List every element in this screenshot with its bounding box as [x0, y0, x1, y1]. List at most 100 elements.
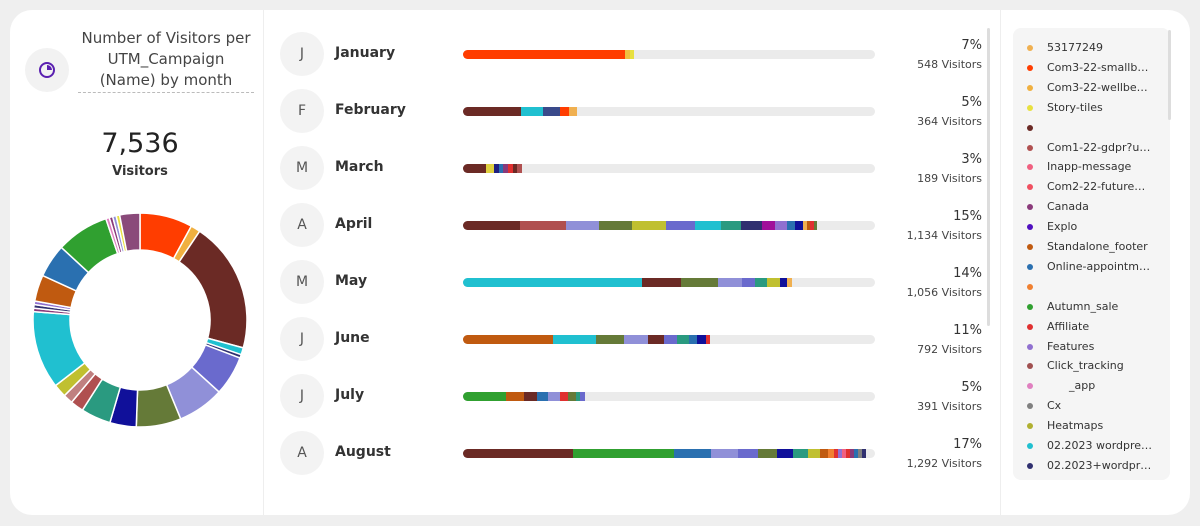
- month-percent: 14%: [953, 266, 982, 281]
- legend-item: Affiliate: [1027, 319, 1090, 333]
- legend-label: Com1-22-gdpr?u…: [1047, 140, 1151, 154]
- bar-segment: [463, 392, 507, 401]
- bar-segment: [774, 221, 788, 230]
- legend-label: Com3-22-wellbe…: [1047, 80, 1148, 94]
- bar-segment: [463, 278, 642, 287]
- bar-segment: [595, 335, 624, 344]
- bar-segment: [841, 449, 846, 458]
- legend-label: Heatmaps: [1047, 419, 1104, 433]
- bar-segment: [673, 449, 711, 458]
- bar-segment: [738, 449, 759, 458]
- month-name: April: [335, 216, 373, 232]
- bar-segment: [766, 278, 780, 287]
- legend-label: Canada: [1047, 200, 1089, 214]
- bar-segment: [814, 221, 817, 230]
- legend-item: Autumn_sale: [1027, 300, 1118, 313]
- legend-dot: [1027, 263, 1033, 270]
- month-name: March: [335, 159, 384, 175]
- legend-dot: [1027, 64, 1033, 71]
- bar-segment: [861, 449, 866, 458]
- bar-segment: [542, 107, 560, 116]
- month-name: January: [335, 45, 396, 61]
- legend-dot: [1027, 45, 1033, 51]
- bar-segment: [857, 449, 862, 458]
- legend-item: Com3-22-smallb…: [1027, 60, 1149, 74]
- legend-item: Com1-22-gdpr?u…: [1027, 140, 1151, 154]
- month-percent: 11%: [953, 323, 982, 338]
- month-visitors: 391 Visitors: [917, 400, 982, 413]
- legend-label: Online-appointm…: [1047, 259, 1150, 273]
- legend-dot: [1027, 84, 1033, 91]
- legend-label: Com2-22-future…: [1047, 180, 1146, 194]
- month-visitors: 1,292 Visitors: [906, 457, 982, 470]
- legend-item: Cx: [1027, 399, 1061, 412]
- legend-label: Com3-22-smallb…: [1047, 60, 1149, 74]
- legend-item: Features: [1027, 339, 1095, 353]
- bar-track: [463, 392, 875, 401]
- month-initial: M: [280, 260, 324, 304]
- month-percent: 3%: [961, 152, 982, 167]
- legend-label: Inapp-message: [1047, 160, 1132, 174]
- donut-chart: [32, 212, 248, 428]
- month-visitors: 548 Visitors: [917, 58, 982, 71]
- scrollbar[interactable]: [1168, 30, 1171, 120]
- legend-dot: [1027, 323, 1033, 330]
- legend-label: Features: [1047, 339, 1095, 353]
- bar-segment: [758, 449, 777, 458]
- bar-segment: [849, 449, 854, 458]
- bar-segment: [680, 278, 718, 287]
- bar-segment: [665, 221, 696, 230]
- bar-segment: [833, 449, 838, 458]
- bar-segment: [853, 449, 858, 458]
- bar-segment: [560, 392, 569, 401]
- legend-item: _app: [1027, 379, 1095, 392]
- legend-item: Inapp-message: [1027, 160, 1132, 174]
- bar-segment: [559, 107, 570, 116]
- bar-segment: [648, 335, 664, 344]
- legend: 53177249 Com3-22-smallb… Com3-22-wellbe… St…: [1013, 28, 1170, 480]
- legend-dot: [1027, 303, 1033, 310]
- legend-item: Com2-22-future…: [1027, 180, 1146, 194]
- legend-label: 02.2023 wordpre…: [1047, 439, 1153, 452]
- month-percent: 7%: [961, 38, 982, 53]
- bar-segment: [632, 221, 666, 230]
- bar-segment: [519, 221, 566, 230]
- bar-segment: [845, 449, 850, 458]
- bar-segment: [810, 221, 815, 230]
- bar-track: [463, 107, 875, 116]
- legend-label: Affiliate: [1047, 319, 1090, 333]
- bar-segment: [697, 335, 706, 344]
- bar-segment: [548, 392, 561, 401]
- month-name: August: [335, 444, 391, 460]
- bar-segment: [720, 221, 742, 230]
- month-name: February: [335, 102, 406, 118]
- month-initial: F: [280, 89, 324, 133]
- legend-dot: [1027, 184, 1033, 191]
- legend-dot: [1027, 343, 1033, 350]
- scrollbar[interactable]: [987, 28, 990, 326]
- month-initial: J: [280, 32, 324, 76]
- month-name: June: [335, 330, 370, 346]
- bar-segment: [742, 278, 755, 287]
- bar-segment: [695, 221, 721, 230]
- bar-segment: [498, 164, 504, 173]
- bar-segment: [523, 392, 537, 401]
- bar-track: [463, 278, 875, 287]
- month-visitors: 189 Visitors: [917, 172, 982, 185]
- legend-item: Online-appointm…: [1027, 259, 1150, 273]
- bar-segment: [625, 50, 630, 59]
- bar-segment: [776, 449, 794, 458]
- bar-segment: [710, 449, 739, 458]
- bar-segment: [802, 221, 807, 230]
- legend-dot: [1027, 224, 1033, 231]
- bar-segment: [641, 278, 681, 287]
- bar-segment: [573, 449, 674, 458]
- month-initial: J: [280, 374, 324, 418]
- donut-segment: [178, 230, 248, 349]
- bar-segment: [553, 335, 596, 344]
- legend-dot: [1027, 124, 1033, 131]
- bar-segment: [827, 449, 834, 458]
- month-percent: 15%: [953, 209, 982, 224]
- bar-track: [463, 50, 875, 59]
- legend-dot: [1027, 283, 1033, 290]
